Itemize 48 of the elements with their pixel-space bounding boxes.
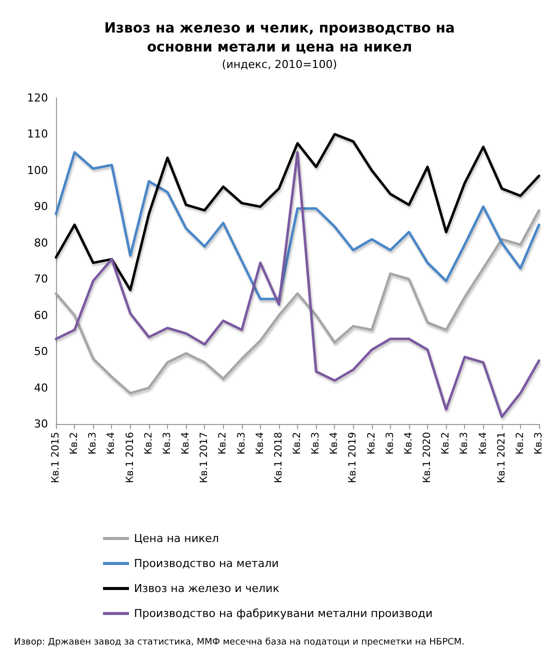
x-tick-label: Кв.1 2017: [199, 432, 210, 484]
x-tick-label: Кв.4: [329, 432, 340, 455]
x-tick-label: Кв.2: [366, 432, 378, 455]
x-tick-label: Кв.2: [143, 432, 154, 455]
x-tick-label: Кв.1 2018: [273, 432, 284, 484]
line-series: [54, 151, 540, 300]
x-tick-label: Кв.1 2019: [348, 432, 359, 484]
y-tick-label: 120: [27, 92, 48, 104]
y-tick-label: 50: [34, 345, 48, 358]
x-tick-label: Кв.4: [180, 432, 192, 455]
x-tick-label: Кв.2: [514, 432, 526, 455]
x-tick-label: Кв.3: [88, 432, 99, 455]
x-tick-label: Кв.4: [106, 432, 118, 455]
line-series: [54, 151, 540, 418]
legend-label: Цена на никел: [134, 532, 219, 545]
x-tick-label: Кв.1 2021: [496, 432, 508, 484]
x-tick-label: Кв.4: [254, 432, 266, 455]
legend-label: Производство на фабрикувани метални производи: [134, 607, 433, 620]
y-tick-label: 60: [34, 308, 48, 322]
x-tick-label: Кв.2: [218, 432, 229, 455]
y-tick-label: 70: [34, 272, 48, 286]
x-tick-label: Кв.4: [403, 432, 414, 455]
line-series: [54, 209, 540, 394]
legend-label: Производство на метали: [134, 557, 279, 570]
y-tick-label: 30: [34, 418, 48, 430]
x-tick-label: Кв.2: [440, 432, 452, 455]
chart-subtitle: (индекс, 2010=100): [222, 58, 338, 71]
line-series: [54, 132, 540, 292]
x-tick-label: Кв.3: [459, 432, 470, 455]
x-tick-label: Кв.1 2020: [422, 432, 434, 484]
y-tick-label: 90: [34, 200, 48, 214]
y-tick-label: 80: [34, 236, 48, 250]
x-tick-label: Кв.2: [292, 432, 303, 455]
x-tick-label: Кв.3: [310, 432, 322, 455]
legend-label: Извоз на железо и челик: [134, 582, 280, 595]
x-tick-label: Кв.1 2015: [50, 432, 62, 484]
x-tick-label: Кв.4: [478, 432, 489, 455]
chart-title: Извоз на железо и челик, производство на основни метали и цена на никел: [104, 20, 455, 56]
x-tick-label: Кв.3: [384, 432, 396, 455]
y-tick-label: 100: [27, 164, 48, 177]
text: Извор: Државен завод за статистика, ММФ месечна база на податоци и пресметки на НБРСМ.: [14, 638, 465, 648]
y-tick-label: 110: [27, 128, 48, 141]
x-tick-label: Кв.2: [69, 432, 80, 455]
x-tick-label: Кв.3: [534, 432, 544, 455]
x-tick-label: Кв.1 2016: [124, 432, 136, 484]
x-tick-label: Кв.3: [236, 432, 248, 455]
x-tick-label: Кв.3: [162, 432, 173, 455]
y-tick-label: 40: [34, 381, 48, 394]
